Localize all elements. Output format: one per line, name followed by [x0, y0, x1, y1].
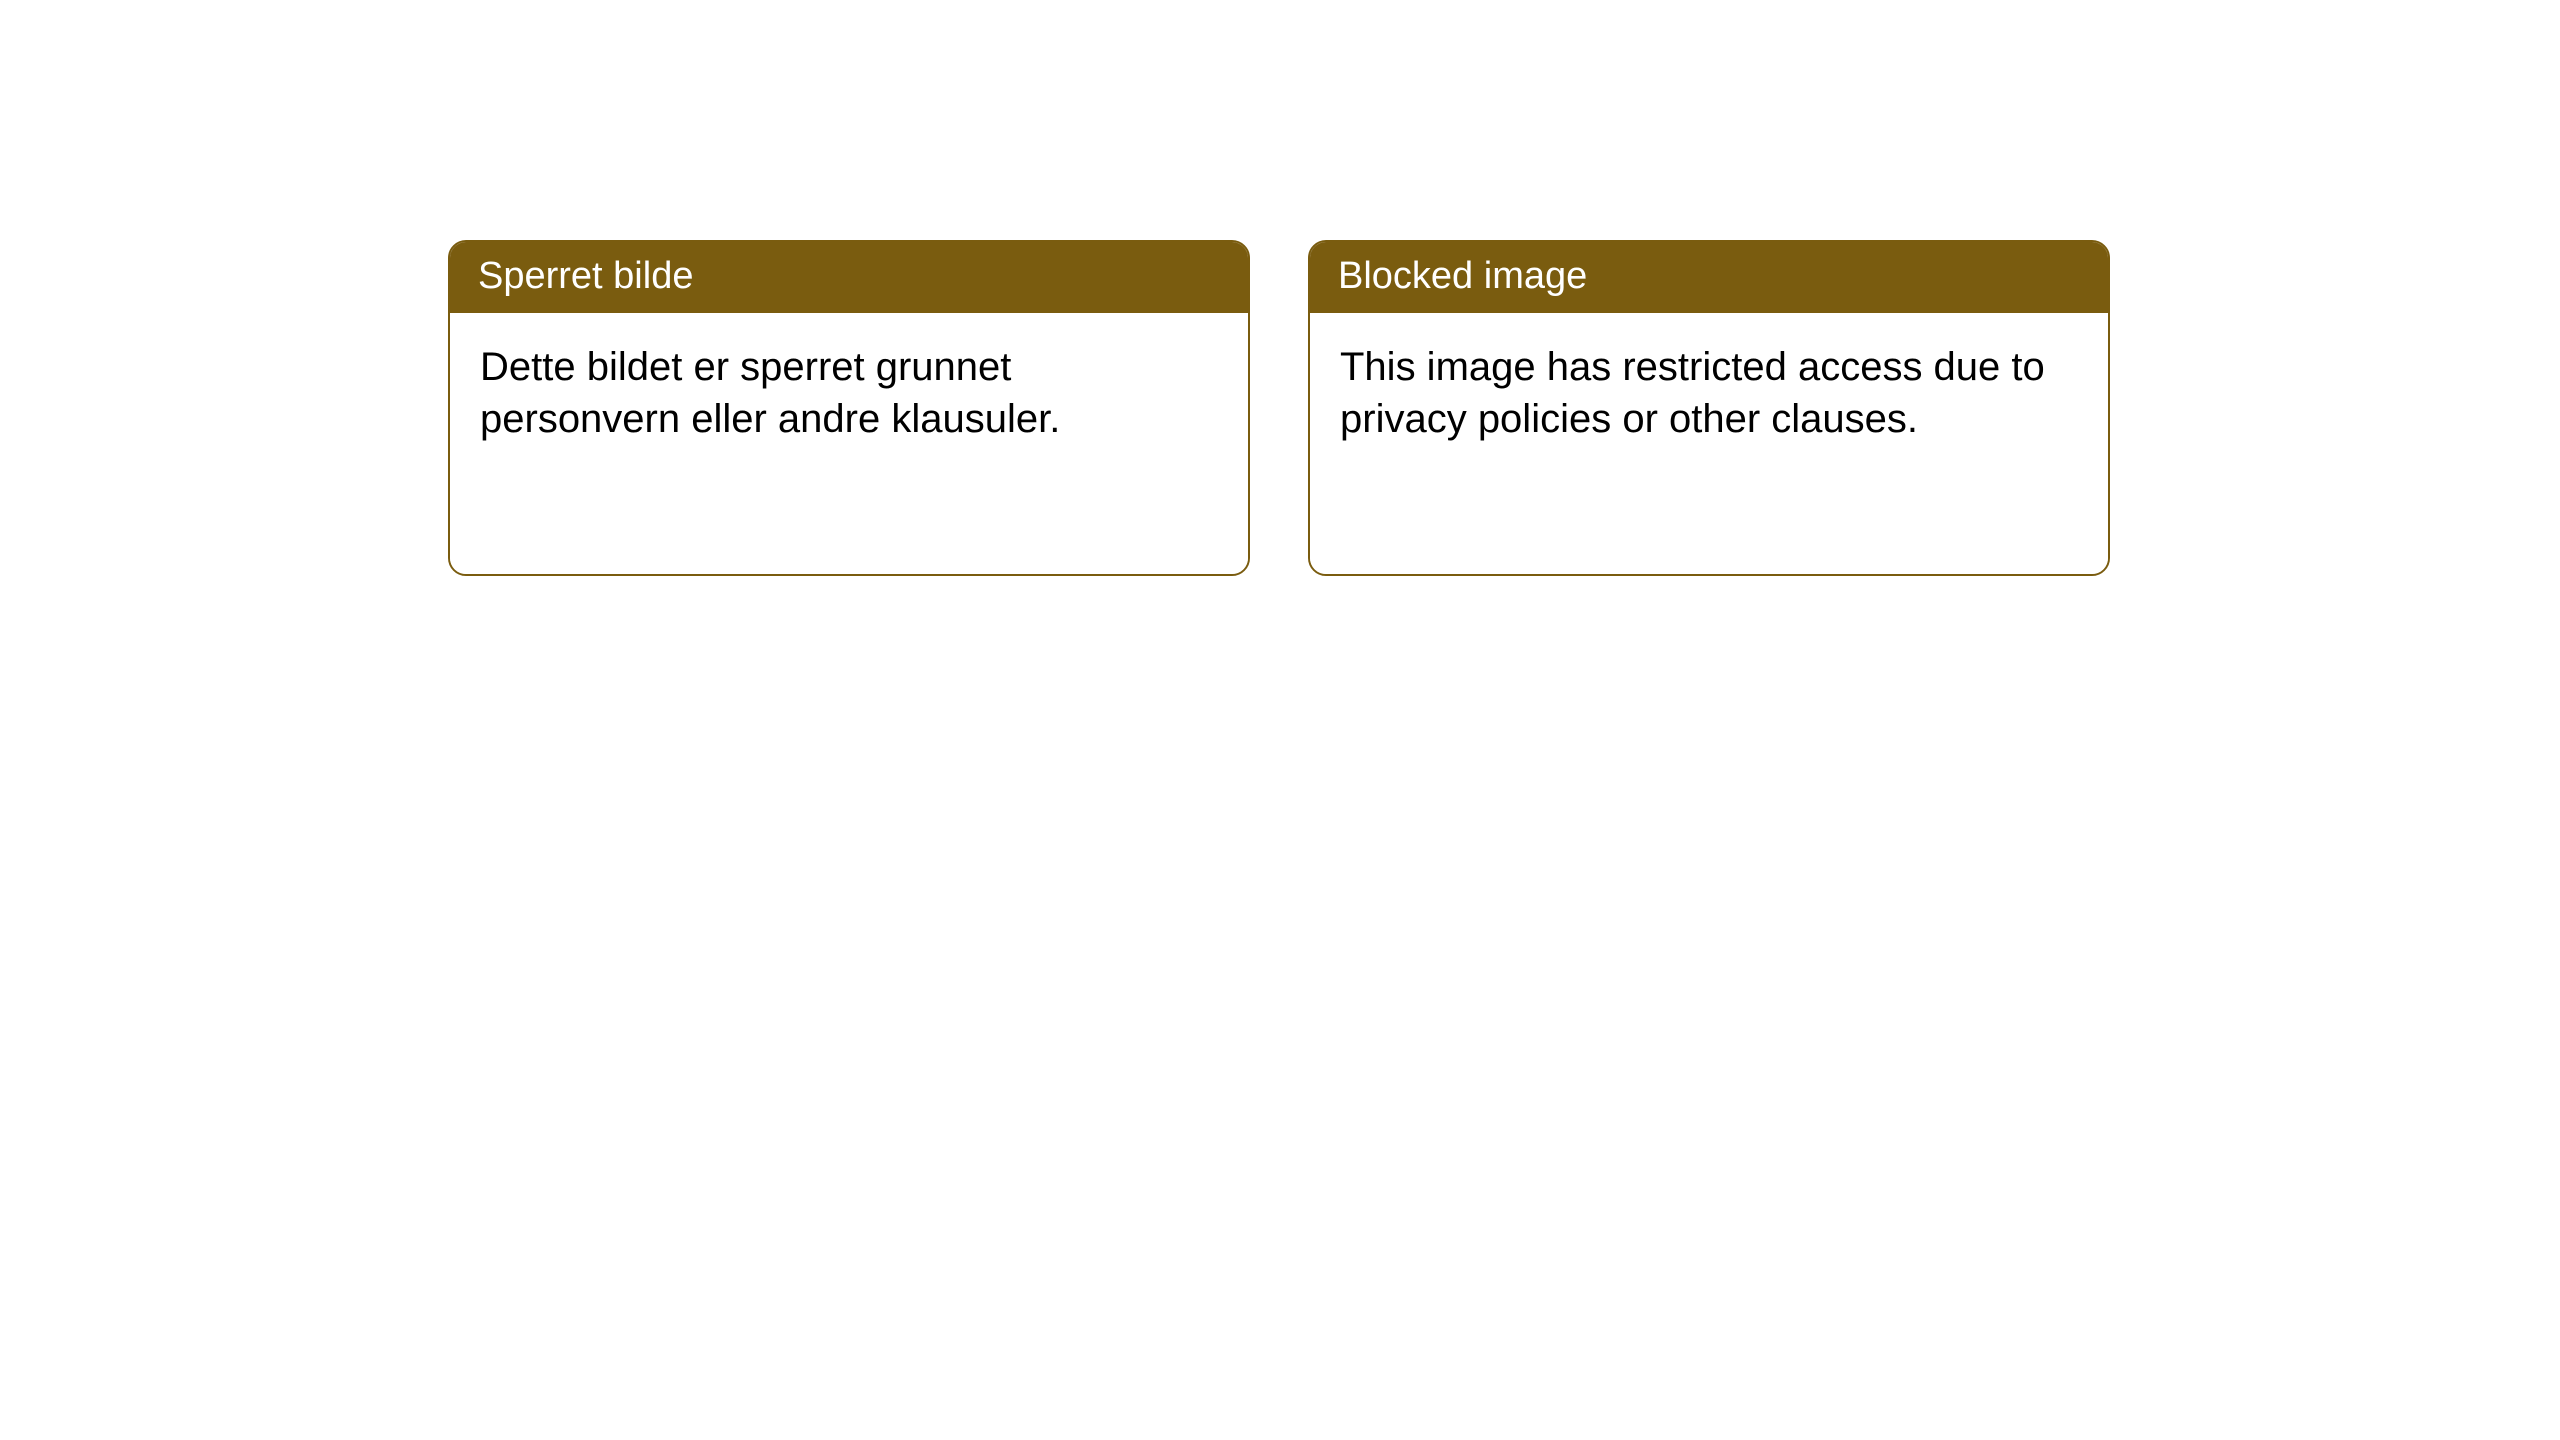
notice-card-norwegian: Sperret bilde Dette bildet er sperret gr…	[448, 240, 1250, 576]
card-header: Sperret bilde	[450, 242, 1248, 313]
notice-cards-container: Sperret bilde Dette bildet er sperret gr…	[448, 240, 2110, 576]
card-body-text: This image has restricted access due to …	[1340, 345, 2045, 441]
card-body-text: Dette bildet er sperret grunnet personve…	[480, 345, 1060, 441]
card-header: Blocked image	[1310, 242, 2108, 313]
card-body: Dette bildet er sperret grunnet personve…	[450, 313, 1248, 574]
card-body: This image has restricted access due to …	[1310, 313, 2108, 574]
card-title: Sperret bilde	[478, 255, 693, 297]
card-title: Blocked image	[1338, 255, 1587, 297]
notice-card-english: Blocked image This image has restricted …	[1308, 240, 2110, 576]
